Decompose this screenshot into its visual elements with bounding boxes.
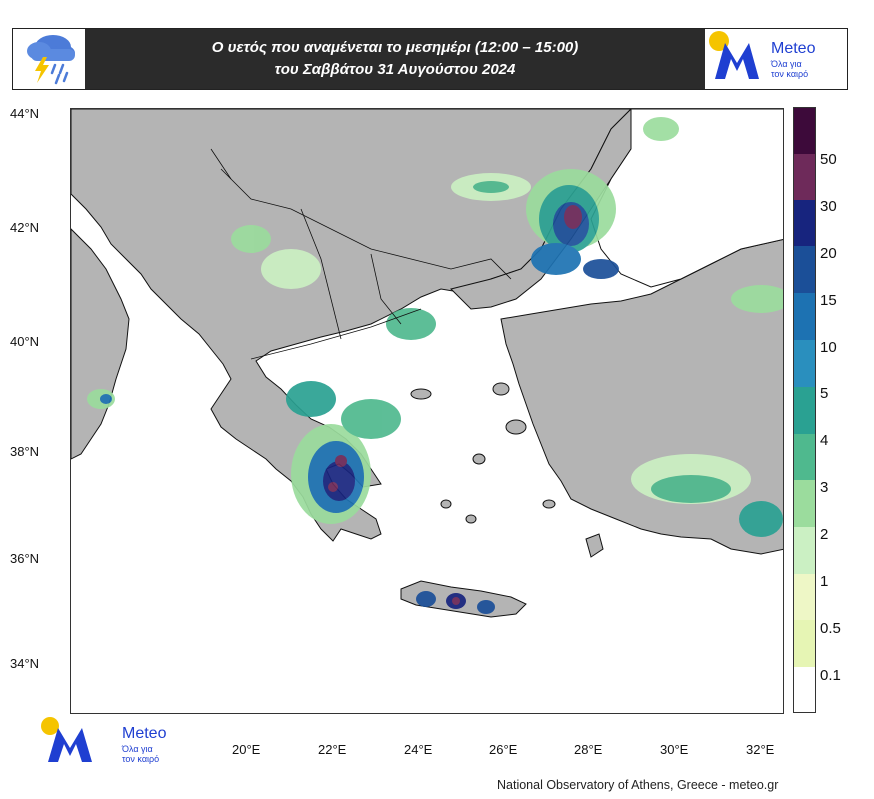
logo-tagline-1: Όλα για: [121, 744, 153, 754]
sun-icon: [709, 31, 729, 51]
legend-label-2: 2: [820, 526, 829, 543]
rain-cloud-lightning-icon: [27, 35, 75, 85]
legend-label-3: 3: [820, 479, 829, 496]
logo-brand: Meteo: [771, 40, 816, 57]
title-line-1: Ο υετός που αναμένεται το μεσημέρι (12:0…: [211, 39, 579, 56]
black-sea: [590, 109, 783, 288]
lat-label-36: 36°N: [10, 551, 40, 566]
meteo-logo-header: Meteo Όλα για τον καιρό: [705, 29, 847, 89]
colorbar-seg: [794, 340, 815, 387]
precipitation-colorbar: [793, 107, 816, 713]
lon-label-20: 20°E: [232, 742, 261, 757]
legend-label-50: 50: [820, 151, 837, 168]
colorbar-seg: [794, 387, 815, 434]
legend-label-4: 4: [820, 432, 829, 449]
legend-label-30: 30: [820, 198, 837, 215]
colorbar-seg: [794, 480, 815, 527]
m-logo-icon: [715, 43, 759, 79]
lon-label-22: 22°E: [318, 742, 347, 757]
lat-label-44: 44°N: [10, 106, 40, 121]
legend-label-0.5: 0.5: [820, 620, 841, 637]
precipitation-overlay: [87, 117, 783, 614]
map-title: Ο υετός που αναμένεται το μεσημέρι (12:0…: [85, 29, 705, 89]
colorbar-seg: [794, 293, 815, 340]
lat-label-40: 40°N: [10, 334, 40, 349]
colorbar-seg: [794, 667, 815, 712]
colorbar-seg: [794, 200, 815, 246]
colorbar-seg: [794, 574, 815, 620]
colorbar-seg: [794, 620, 815, 667]
footer-credit: National Observatory of Athens, Greece -…: [497, 778, 779, 792]
title-line-2: του Σαββάτου 31 Αυγούστου 2024: [274, 61, 516, 78]
logo-tagline-2: τον καιρό: [122, 754, 159, 764]
country-borders: [210, 148, 512, 360]
lon-label-24: 24°E: [404, 742, 433, 757]
logo-tagline-1: Όλα για: [770, 59, 802, 69]
legend-label-20: 20: [820, 245, 837, 262]
colorbar-seg: [794, 154, 815, 200]
weather-icon-box: [13, 29, 85, 89]
italy-landmass: [71, 228, 130, 460]
legend-label-0.1: 0.1: [820, 667, 841, 684]
logo-tagline-2: τον καιρό: [771, 69, 808, 79]
precipitation-map: [70, 108, 784, 714]
lon-label-30: 30°E: [660, 742, 689, 757]
legend-label-5: 5: [820, 385, 829, 402]
colorbar-seg: [794, 246, 815, 293]
colorbar-seg: [794, 434, 815, 480]
legend-label-1: 1: [820, 573, 829, 590]
header-banner: Ο υετός που αναμένεται το μεσημέρι (12:0…: [12, 28, 848, 90]
lat-label-38: 38°N: [10, 444, 40, 459]
lon-label-32: 32°E: [746, 742, 775, 757]
colorbar-seg: [794, 108, 815, 154]
m-logo-icon: [48, 728, 92, 762]
lat-label-34: 34°N: [10, 656, 40, 671]
legend-label-15: 15: [820, 292, 837, 309]
lon-label-26: 26°E: [489, 742, 518, 757]
legend-label-10: 10: [820, 339, 837, 356]
logo-brand: Meteo: [122, 725, 167, 742]
lon-label-28: 28°E: [574, 742, 603, 757]
sun-icon: [41, 717, 59, 735]
colorbar-seg: [794, 527, 815, 574]
meteo-logo-footer: Meteo Όλα για τον καιρό: [38, 716, 188, 766]
rhodes-island: [585, 533, 604, 558]
lat-label-42: 42°N: [10, 220, 40, 235]
